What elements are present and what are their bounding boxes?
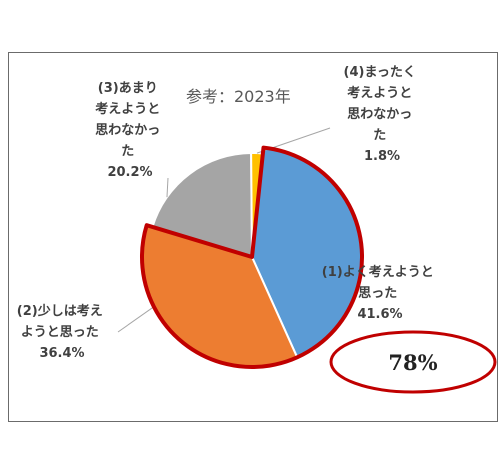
slice-label-2-line-1: (2)少しは考え: [17, 303, 103, 319]
callout-bubble: [329, 330, 497, 394]
leader-line-2: [117, 305, 156, 333]
slice-label-2-line-2: ようと思った: [21, 325, 99, 340]
slice-label-4-line-4: た: [373, 128, 386, 143]
slice-label-3-line-2: 考えようと: [95, 101, 160, 117]
pie-slice-3: [151, 151, 254, 259]
slice-label-3: (3)あまり 考えようと 思わなかっ た 20.2%: [95, 81, 165, 180]
slice-label-3-line-3: 思わなかっ: [95, 123, 160, 138]
slice-label-4-line-2: 考えようと: [347, 85, 412, 101]
slice-label-3-line-4: た: [121, 144, 134, 159]
slice-label-1-value: 41.6%: [357, 307, 402, 322]
slice-label-4-line-3: 思わなかっ: [347, 107, 412, 122]
slice-label-2-value: 36.4%: [39, 346, 84, 361]
slice-label-4-value: 1.8%: [364, 149, 400, 164]
slice-label-4: (4)まったく 考えようと 思わなかっ た 1.8%: [344, 65, 421, 164]
reference-note: 参考：2023年: [186, 87, 291, 106]
slice-label-1: (1)よく考えようと 思った 41.6%: [322, 264, 438, 322]
leader-line-3: [166, 177, 169, 198]
slice-label-1-line-2: 思った: [358, 286, 397, 301]
slice-label-1-line-1: (1)よく考えようと: [322, 264, 434, 280]
highlight-outline: [140, 145, 364, 369]
slice-label-2: (2)少しは考え ようと思った 36.4%: [17, 303, 107, 361]
callout-text: 78%: [388, 350, 437, 375]
slice-label-3-value: 20.2%: [107, 165, 152, 180]
slice-label-3-line-1: (3)あまり: [98, 81, 158, 96]
slice-label-4-line-1: (4)まったく: [344, 65, 416, 80]
